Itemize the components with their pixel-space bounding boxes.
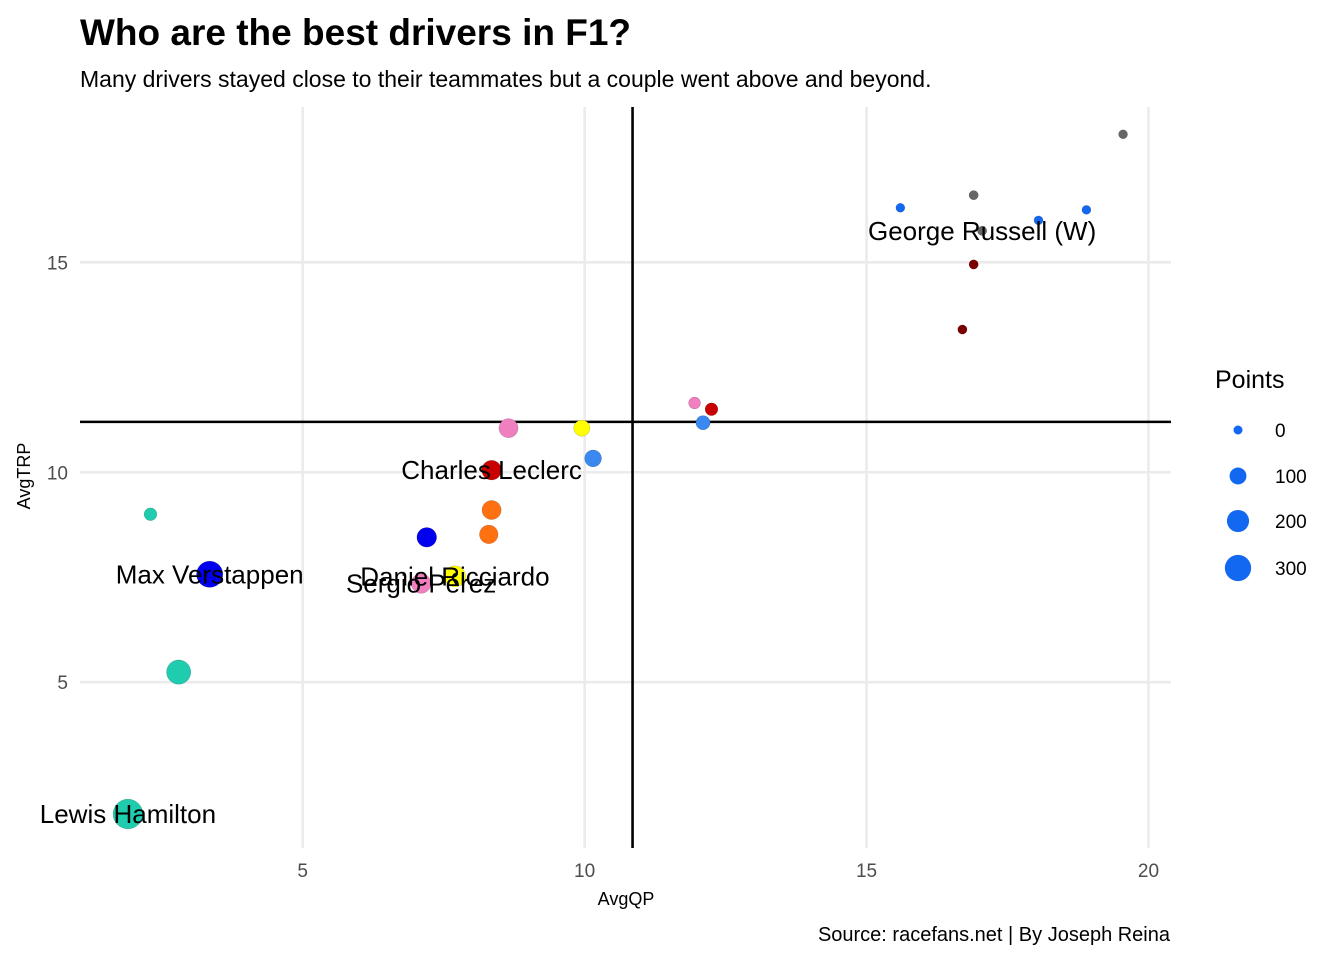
data-point	[968, 190, 979, 201]
point-label: Sergio Pérez	[346, 569, 496, 599]
data-point	[444, 565, 466, 588]
y-axis-title: AvgTRP	[14, 443, 34, 510]
point-label: Daniel Ricciardo	[360, 561, 549, 591]
x-tick-label: 20	[1138, 861, 1159, 882]
legend-label: 300	[1275, 559, 1307, 580]
data-point	[1081, 205, 1092, 215]
data-point	[498, 418, 519, 438]
point-label: George Russell (W)	[868, 216, 1096, 246]
data-point	[695, 415, 711, 431]
point-labels: Lewis Hamilton Max Verstappen Sergio Pérez…	[40, 216, 1096, 829]
y-tick-label: 15	[47, 253, 68, 274]
chart-title: Who are the best drivers in F1?	[80, 12, 631, 53]
data-point	[1118, 129, 1128, 140]
data-point	[416, 527, 437, 548]
data-point	[584, 449, 602, 468]
data-point	[704, 402, 719, 416]
legend-label: 0	[1275, 421, 1286, 442]
data-point	[968, 259, 979, 270]
reference-lines	[80, 107, 1171, 848]
legend-title: Points	[1215, 366, 1284, 394]
data-point	[895, 203, 906, 213]
data-point	[977, 225, 988, 236]
data-point	[1033, 215, 1044, 226]
x-tick-label: 15	[856, 861, 877, 882]
x-axis-title: AvgQP	[598, 889, 655, 909]
grid-lines	[80, 107, 1171, 848]
legend-key-point	[1224, 554, 1252, 582]
y-tick-label: 5	[57, 673, 68, 694]
legend-key-point	[1226, 509, 1250, 533]
data-point	[688, 396, 701, 410]
x-tick-label: 5	[297, 861, 308, 882]
size-legend: Points 0 100 200 300	[1215, 366, 1307, 582]
data-point	[411, 573, 432, 594]
data-points	[112, 129, 1128, 830]
data-point	[143, 507, 158, 521]
legend-label: 100	[1275, 467, 1307, 488]
chart-subtitle: Many drivers stayed close to their teamm…	[80, 66, 931, 92]
x-tick-label: 10	[574, 861, 595, 882]
data-point	[166, 659, 192, 685]
data-point	[112, 798, 144, 830]
data-point	[196, 560, 224, 588]
source-caption: Source: racefans.net | By Joseph Reina	[818, 924, 1171, 946]
point-label: Lewis Hamilton	[40, 799, 216, 829]
data-point	[957, 324, 968, 335]
data-point	[573, 419, 591, 437]
data-point	[479, 524, 499, 544]
legend-items: 0 100 200 300	[1224, 421, 1307, 582]
point-label: Charles Leclerc	[401, 455, 582, 485]
legend-label: 200	[1275, 512, 1307, 533]
legend-key-point	[1229, 467, 1247, 485]
point-label: Max Verstappen	[116, 559, 304, 589]
legend-key-point	[1233, 425, 1243, 435]
axis-ticks: 5 10 15 20 5 10 15	[47, 253, 1159, 882]
y-tick-label: 10	[47, 463, 68, 484]
data-point	[481, 500, 502, 520]
data-point	[481, 460, 502, 481]
